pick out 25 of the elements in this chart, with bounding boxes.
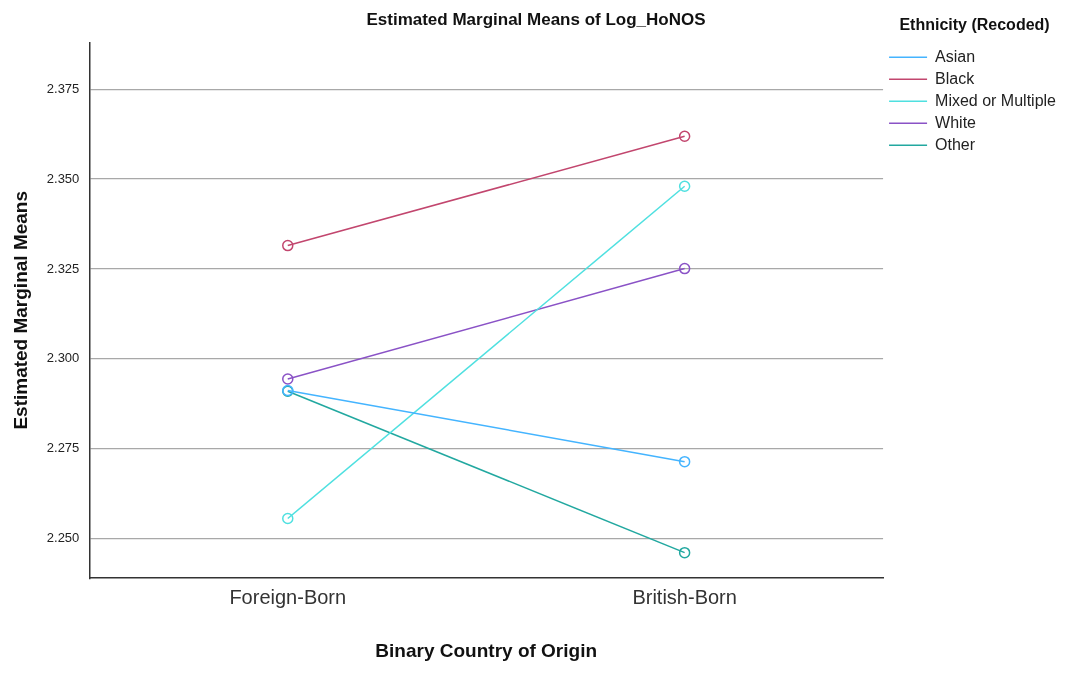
legend-label: White [935,113,977,131]
point [678,262,691,275]
point [678,130,691,143]
chart-title: Estimated Marginal Means of Log_HoNOS [366,9,706,29]
point [678,546,691,559]
y-tick-label: 2.275 [46,440,80,456]
point [678,180,691,192]
legend-label: Asian [935,47,976,65]
x-tick-label: Foreign-Born [229,585,347,608]
y-tick-label: 2.350 [46,170,80,186]
x-axis-title: Binary Country of Origin [375,639,598,661]
y-tick-label: 2.300 [46,350,80,366]
point [678,455,691,468]
legend-label: Other [935,135,976,153]
legend-title: Ethnicity (Recoded) [899,16,1050,34]
y-axis-title: Estimated Marginal Means [9,190,31,430]
legend-label: Mixed or Multiple [935,91,1057,109]
point [282,512,294,525]
x-tick-label: British-Born [632,585,737,608]
y-tick-label: 2.325 [46,260,80,276]
y-tick-label: 2.375 [46,80,80,96]
y-tick-label: 2.250 [46,530,80,546]
point [282,373,294,385]
legend-label: Black [935,69,976,87]
point [282,239,294,252]
